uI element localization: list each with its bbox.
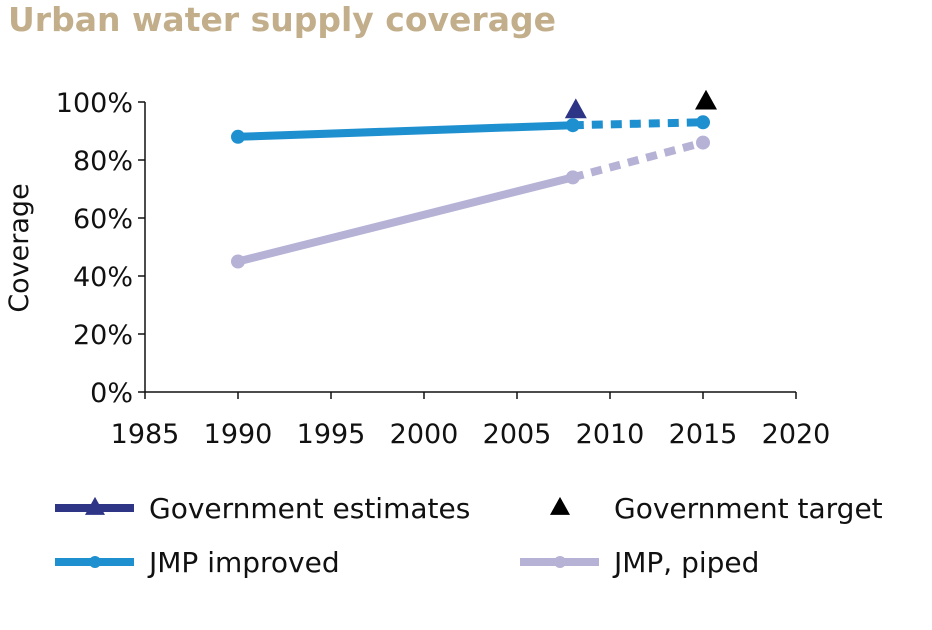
data-point (565, 170, 580, 185)
data-point (565, 118, 580, 133)
y-tick-label: 40% (73, 262, 133, 293)
x-tick-label: 2005 (483, 419, 552, 450)
y-tick-label: 80% (73, 146, 133, 177)
y-tick-label: 0% (90, 378, 133, 409)
x-tick-label: 2015 (669, 419, 738, 450)
y-tick-label: 60% (73, 204, 133, 235)
data-point (231, 129, 245, 144)
series-jmp-improved (231, 115, 710, 144)
chart-title: Urban water supply coverage (8, 0, 556, 39)
data-point-triangle (695, 89, 717, 110)
series-jmp-piped (231, 135, 710, 269)
series-line-projection (571, 138, 705, 182)
legend: Government estimates Government target JMP… (55, 492, 883, 579)
y-tick-label: 20% (73, 320, 133, 351)
legend-item: JMP improved (55, 546, 340, 579)
series-government-target (695, 89, 717, 110)
data-point (231, 254, 245, 269)
series-line-actual (237, 173, 574, 266)
y-axis-label: Coverage (4, 183, 35, 312)
axes: 0% 20% 40% 60% 80% 100% 1985 1990 1995 2000 2005 20… (56, 88, 831, 450)
legend-marker (550, 496, 570, 515)
x-tick-label: 2010 (576, 419, 645, 450)
series-line-actual (237, 121, 573, 141)
legend-marker (89, 556, 101, 568)
data-point-triangle (564, 98, 587, 119)
legend-marker (554, 556, 566, 568)
x-tick-label: 2020 (762, 419, 831, 450)
series-layer (231, 89, 717, 269)
legend-item: Government estimates (55, 492, 470, 525)
x-tick-label: 1985 (111, 419, 180, 450)
legend-item: JMP, piped (520, 546, 759, 579)
legend-label: Government estimates (149, 492, 470, 525)
data-point (696, 115, 710, 130)
data-point (696, 135, 710, 150)
y-tick-label: 100% (56, 88, 133, 119)
legend-label: JMP, piped (612, 546, 759, 579)
legend-label: JMP improved (147, 546, 340, 579)
x-tick-label: 1995 (297, 419, 366, 450)
series-government-estimates (564, 98, 587, 119)
x-tick-label: 1990 (204, 419, 273, 450)
series-line-projection (572, 118, 704, 130)
x-tick-label: 2000 (390, 419, 459, 450)
legend-label: Government target (614, 492, 883, 525)
legend-item: Government target (550, 492, 883, 525)
legend-marker (85, 496, 105, 515)
